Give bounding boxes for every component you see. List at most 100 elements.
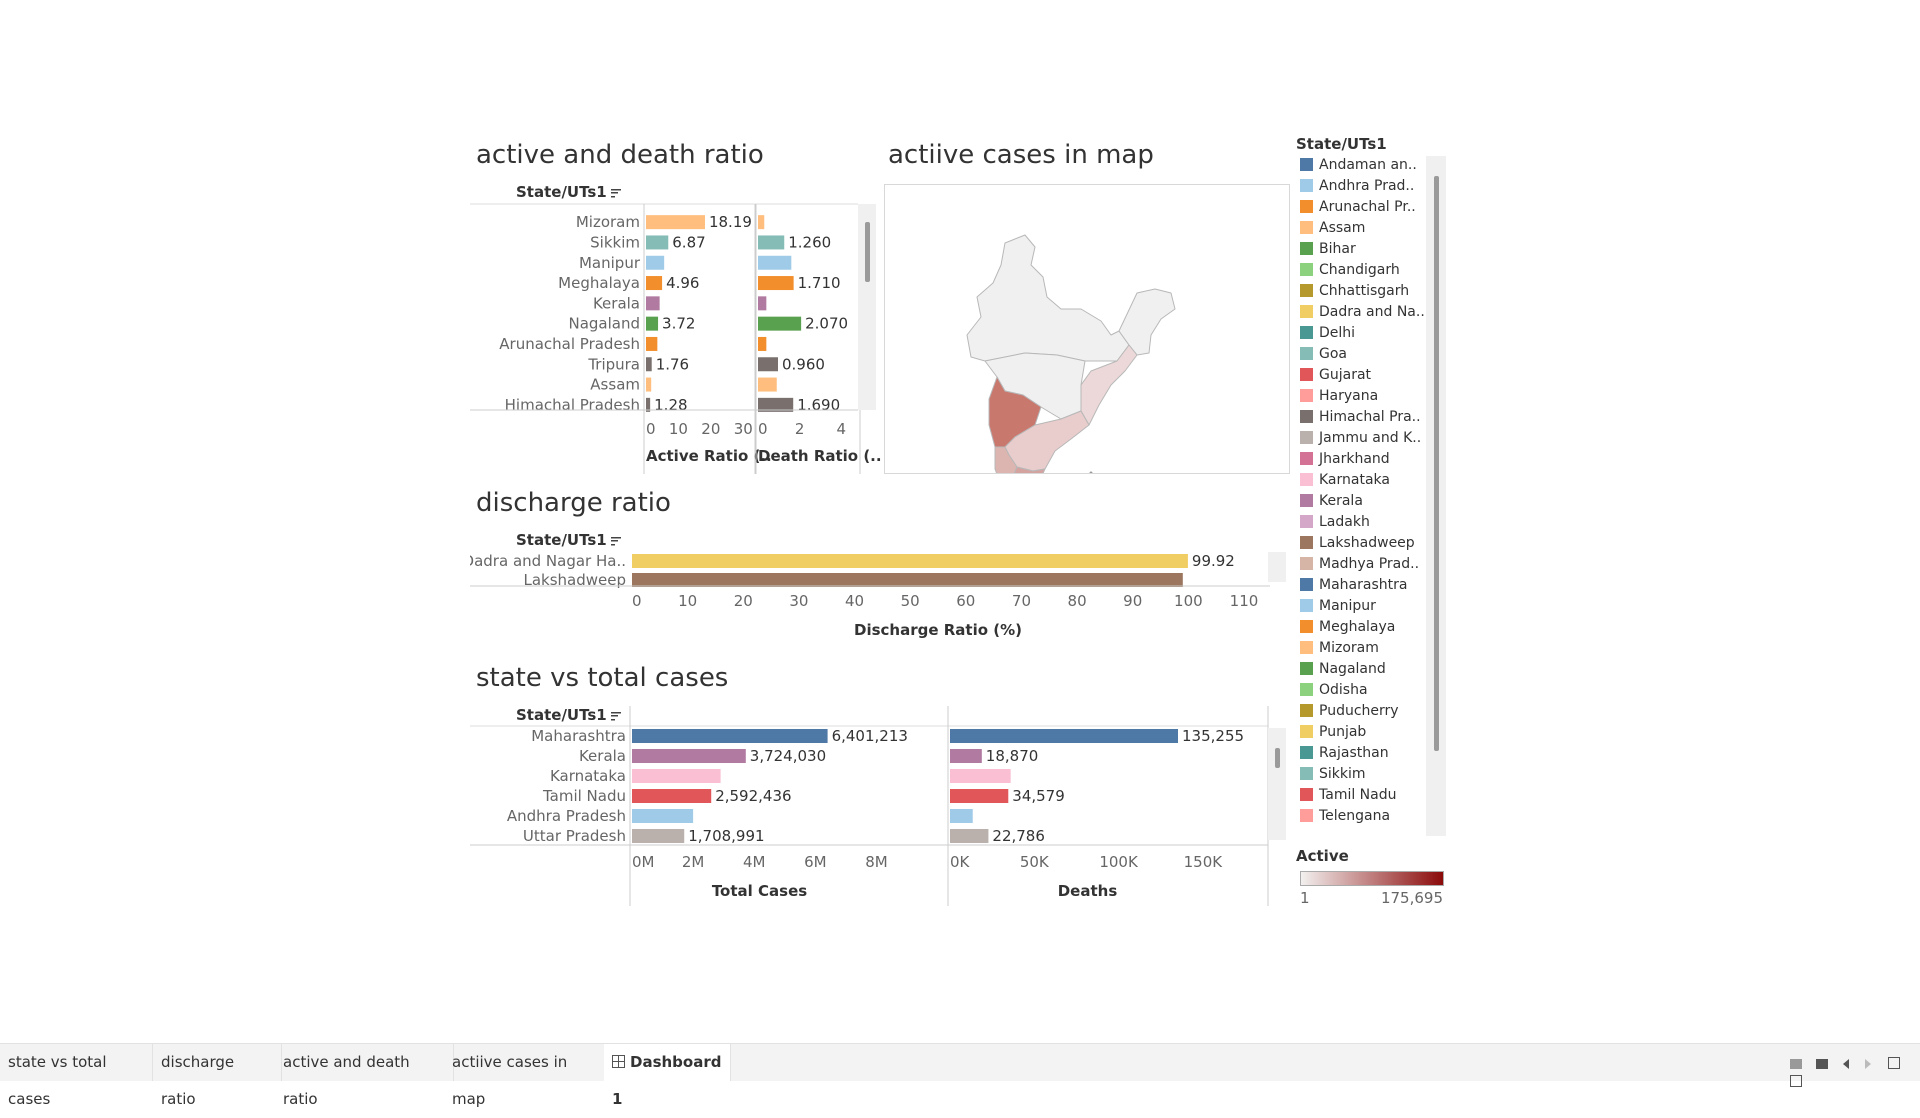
legend-item[interactable]: Haryana [1300,388,1378,409]
legend-item[interactable]: Jammu and K.. [1300,430,1421,451]
legend-item[interactable]: Ladakh [1300,514,1370,535]
legend-item[interactable]: Assam [1300,220,1365,241]
category-label: Kerala [579,747,626,765]
legend-item[interactable]: Maharashtra [1300,577,1407,598]
tab-dashboard-1[interactable]: Dashboard 1 [604,1044,731,1108]
active-death-state-header[interactable]: State/UTs1 [516,183,621,201]
category-label: Tripura [587,355,640,373]
legend-item[interactable]: Arunachal Pr.. [1300,199,1416,220]
tab-active-and-death-ratio[interactable]: active and death ratio [275,1044,454,1108]
category-label: Kerala [593,294,640,312]
next-sheet-icon[interactable] [1865,1059,1872,1069]
axis-title: Total Cases [712,882,807,900]
tick-label: 150K [1184,853,1224,871]
sort-icon[interactable] [610,710,621,721]
legend-item[interactable]: Andaman an.. [1300,157,1417,178]
legend-swatch [1300,662,1313,675]
legend-item[interactable]: Goa [1300,346,1347,367]
tick-label: 50K [1020,853,1050,871]
legend-item[interactable]: Gujarat [1300,367,1371,388]
legend-item[interactable]: Mizoram [1300,640,1379,661]
legend-swatch [1300,725,1313,738]
state-header-label: State/UTs1 [516,531,607,549]
legend-swatch [1300,704,1313,717]
legend-item[interactable]: Chandigarh [1300,262,1400,283]
legend-item[interactable]: Bihar [1300,241,1356,262]
legend-item[interactable]: Sikkim [1300,766,1366,787]
legend-item[interactable]: Jharkhand [1300,451,1390,472]
legend-label: Sikkim [1319,766,1366,782]
total-state-header[interactable]: State/UTs1 [516,706,621,724]
legend-item[interactable]: Delhi [1300,325,1355,346]
legend-label: Jammu and K.. [1319,430,1422,446]
legend-item[interactable]: Dadra and Na.. [1300,304,1425,325]
bar-value-label: 135,255 [1182,727,1244,745]
legend-label: Nagaland [1319,661,1386,677]
bar-value-label: 3.72 [662,315,695,333]
legend-item[interactable]: Kerala [1300,493,1363,514]
tick-label: 10 [678,592,697,610]
tab-actiive-cases-in-map[interactable]: actiive cases in map [444,1044,611,1108]
window-icon[interactable] [1790,1075,1802,1087]
legend-label: Himachal Pra.. [1319,409,1421,425]
bar [950,829,989,843]
legend-item[interactable]: Lakshadweep [1300,535,1415,556]
legend-label: Meghalaya [1319,619,1396,635]
tick-label: 30 [789,592,808,610]
bar-value-label: 2.070 [805,315,848,333]
bar-value-label: 1.76 [656,355,689,373]
legend-label: Dadra and Na.. [1319,304,1425,320]
legend-item[interactable]: Puducherry [1300,703,1399,724]
sort-icon[interactable] [610,187,621,198]
legend-item[interactable]: Rajasthan [1300,745,1389,766]
bar [758,316,802,331]
map-title: actiive cases in map [888,140,1154,170]
discharge-scrollbar[interactable] [1268,552,1286,582]
discharge-state-header[interactable]: State/UTs1 [516,531,621,549]
legend-item[interactable]: Odisha [1300,682,1368,703]
prev-sheet-icon[interactable] [1842,1059,1849,1069]
fullscreen-icon[interactable] [1887,1057,1900,1069]
legend-item[interactable]: Chhattisgarh [1300,283,1409,304]
grid-view-icon[interactable] [1790,1059,1802,1069]
filmstrip-icon[interactable] [1816,1059,1829,1069]
legend-label: Ladakh [1319,514,1370,530]
tab-discharge-ratio[interactable]: discharge ratio [153,1044,282,1108]
bar-value-label: 99.92 [1192,552,1235,570]
legend-label: Tamil Nadu [1319,787,1397,803]
legend-item[interactable]: Madhya Prad.. [1300,556,1419,577]
legend-scrollbar-thumb[interactable] [1434,176,1439,751]
legend-item[interactable]: Meghalaya [1300,619,1395,640]
axis-title: Active Ratio (.. [646,447,772,465]
legend-label: Delhi [1319,325,1356,341]
tab-state-vs-total-cases[interactable]: state vs total cases [0,1044,153,1108]
sort-icon[interactable] [610,535,621,546]
bar [758,357,778,372]
legend-item[interactable]: Karnataka [1300,472,1390,493]
bar [632,573,1183,587]
scrollbar-thumb[interactable] [865,222,870,282]
bar-value-label: 0.960 [782,355,825,373]
tick-label: 40 [845,592,864,610]
legend-label: Andaman an.. [1319,157,1417,173]
legend-item[interactable]: Telengana [1300,808,1390,829]
legend-item[interactable]: Manipur [1300,598,1376,619]
legend-item[interactable]: Nagaland [1300,661,1386,682]
legend-item[interactable]: Punjab [1300,724,1366,745]
legend-swatch [1300,326,1313,339]
tick-label: 80 [1068,592,1087,610]
legend-scrollbar[interactable] [1426,156,1446,836]
state-header-label: State/UTs1 [516,706,607,724]
axis-title: Discharge Ratio (%) [854,621,1022,639]
active-death-scrollbar[interactable] [858,204,876,410]
bar [950,809,973,823]
active-death-title: active and death ratio [476,140,764,170]
india-map[interactable] [885,185,1289,508]
total-scrollbar-thumb[interactable] [1275,748,1280,768]
map-frame[interactable] [884,184,1290,508]
bar-value-label: 2,592,436 [715,787,791,805]
total-scrollbar[interactable] [1268,728,1286,840]
legend-item[interactable]: Andhra Prad.. [1300,178,1414,199]
legend-item[interactable]: Himachal Pra.. [1300,409,1421,430]
legend-item[interactable]: Tamil Nadu [1300,787,1397,808]
